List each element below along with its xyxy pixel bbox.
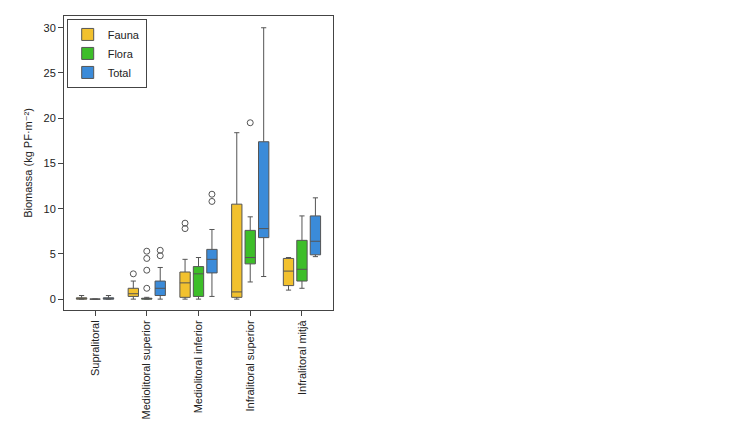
svg-text:Infralitoral mitjà: Infralitoral mitjà (296, 320, 308, 395)
svg-text:Flora: Flora (108, 48, 134, 60)
svg-text:30: 30 (44, 22, 56, 34)
svg-text:20: 20 (44, 112, 56, 124)
svg-text:Infralitoral superior: Infralitoral superior (244, 320, 256, 411)
svg-text:Supralitoral: Supralitoral (89, 320, 101, 376)
svg-text:Mediolitoral inferior: Mediolitoral inferior (192, 320, 204, 413)
svg-text:0: 0 (50, 293, 56, 305)
svg-text:Total: Total (108, 67, 131, 79)
svg-text:15: 15 (44, 157, 56, 169)
svg-text:Fauna: Fauna (108, 29, 140, 41)
svg-text:Mediolitoral superior: Mediolitoral superior (140, 320, 152, 419)
svg-text:Biomassa (kg PF·m⁻²): Biomassa (kg PF·m⁻²) (22, 108, 34, 218)
svg-text:25: 25 (44, 67, 56, 79)
svg-text:5: 5 (50, 248, 56, 260)
svg-text:10: 10 (44, 203, 56, 215)
